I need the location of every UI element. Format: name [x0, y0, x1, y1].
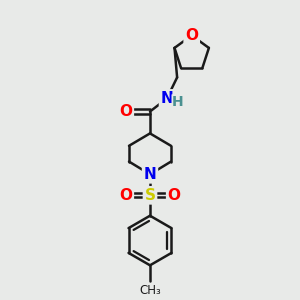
- Text: N: N: [160, 91, 173, 106]
- Text: O: O: [168, 188, 181, 203]
- Text: CH₃: CH₃: [139, 284, 161, 297]
- Text: N: N: [144, 167, 156, 182]
- Text: H: H: [172, 95, 184, 109]
- Text: O: O: [185, 28, 198, 43]
- Text: O: O: [119, 188, 132, 203]
- Text: S: S: [145, 188, 155, 203]
- Text: O: O: [119, 104, 132, 119]
